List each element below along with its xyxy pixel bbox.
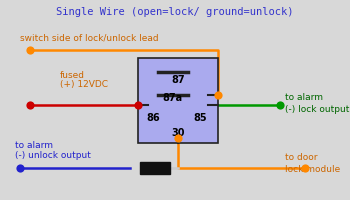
Text: switch side of lock/unlock lead: switch side of lock/unlock lead xyxy=(20,33,159,43)
Point xyxy=(17,166,23,170)
Point xyxy=(175,136,181,140)
Text: 85: 85 xyxy=(193,113,207,123)
Bar xyxy=(140,162,170,174)
Text: (-) unlock output: (-) unlock output xyxy=(15,152,91,160)
Text: 30: 30 xyxy=(171,128,185,138)
Point xyxy=(215,93,221,97)
Text: to alarm: to alarm xyxy=(285,94,323,102)
Point xyxy=(277,103,283,107)
Text: 87a: 87a xyxy=(162,93,182,103)
Point xyxy=(302,166,308,170)
Text: (-) lock output: (-) lock output xyxy=(285,106,349,114)
Text: fused: fused xyxy=(60,71,85,79)
Point xyxy=(27,48,33,52)
Text: to door: to door xyxy=(285,154,317,162)
Point xyxy=(27,103,33,107)
Text: to alarm: to alarm xyxy=(15,140,53,150)
Text: 86: 86 xyxy=(146,113,160,123)
Text: Single Wire (open=lock/ ground=unlock): Single Wire (open=lock/ ground=unlock) xyxy=(56,7,294,17)
Text: lock module: lock module xyxy=(285,164,340,173)
Text: (+) 12VDC: (+) 12VDC xyxy=(60,80,108,90)
Text: 87: 87 xyxy=(171,75,185,85)
Point xyxy=(135,103,141,107)
Bar xyxy=(138,58,218,143)
